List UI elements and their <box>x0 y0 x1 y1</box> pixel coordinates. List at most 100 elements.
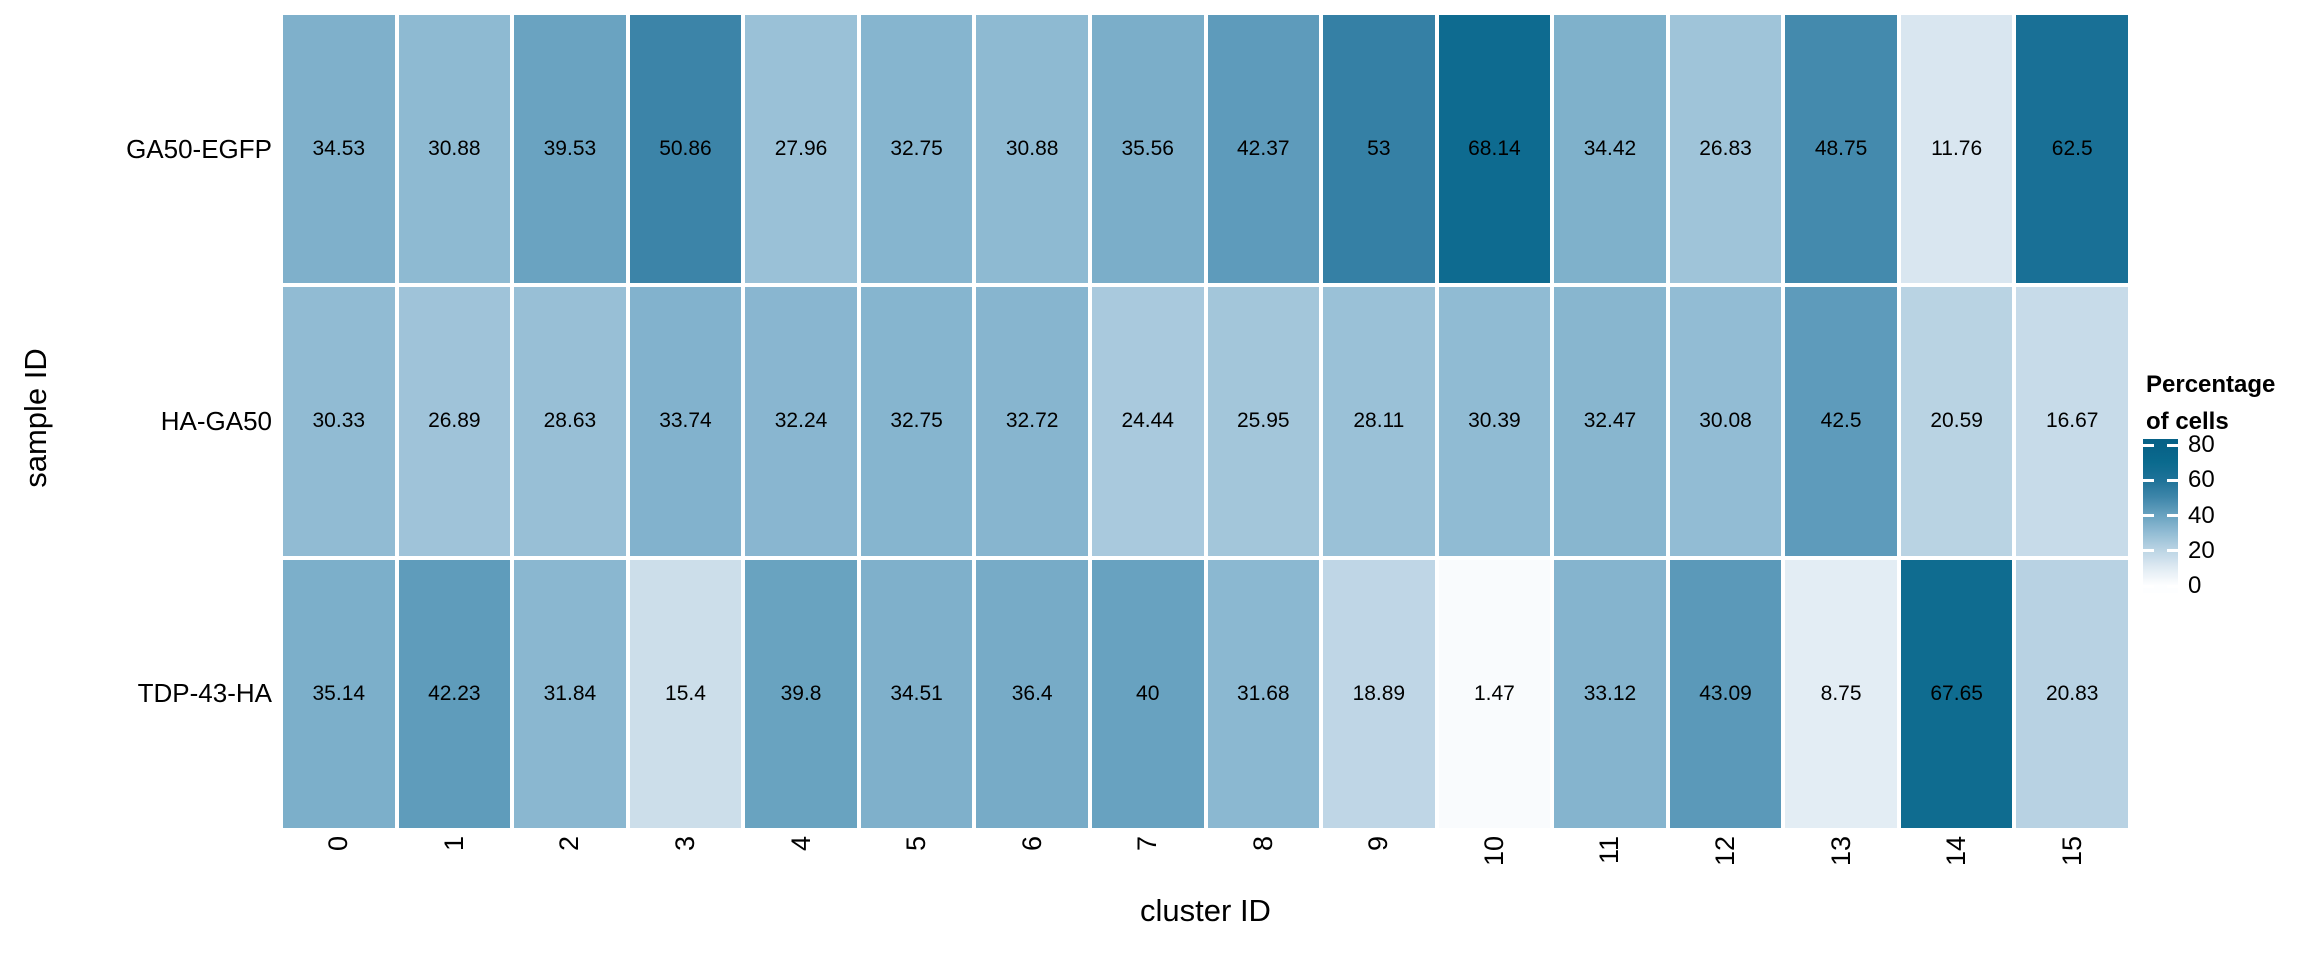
cell-value-label: 42.23 <box>428 681 481 705</box>
heatmap-cell: 33.74 <box>629 287 742 556</box>
cell-value-label: 33.12 <box>1583 681 1637 705</box>
x-tick-label: 7 <box>1092 836 1204 926</box>
x-tick-label: 15 <box>2016 836 2128 926</box>
heatmap-cell: 1.47 <box>1438 559 1551 828</box>
heatmap-cell: 34.53 <box>283 15 395 284</box>
x-tick-label: 11 <box>1554 836 1666 926</box>
x-tick-label: 3 <box>630 836 742 926</box>
cell-value-label: 32.47 <box>1583 409 1637 433</box>
x-tick-label-text: 2 <box>554 836 585 852</box>
heatmap-cell: 62.5 <box>2016 15 2128 284</box>
heatmap-cell: 30.33 <box>283 287 395 556</box>
cell-value-label: 32.72 <box>1005 409 1059 433</box>
cell-value-label: 11.76 <box>1931 137 1983 161</box>
x-tick-label: 0 <box>283 836 395 926</box>
cell-value-label: 16.67 <box>2045 409 2099 433</box>
cell-value-label: 42.37 <box>1237 137 1290 161</box>
heatmap-cell: 28.63 <box>514 287 626 556</box>
heatmap-cell: 40 <box>1091 559 1204 828</box>
heatmap-cell: 35.56 <box>1091 15 1204 284</box>
legend-tick-mark <box>2167 443 2178 447</box>
legend-tick-mark <box>2143 549 2154 553</box>
cell-value-label: 62.5 <box>2051 137 2093 161</box>
x-tick-label-text: 13 <box>1825 836 1856 867</box>
legend-tick-mark <box>2143 478 2154 482</box>
x-tick-label-text: 8 <box>1247 836 1278 852</box>
x-tick-label: 12 <box>1670 836 1782 926</box>
heatmap-cell: 30.88 <box>976 15 1088 284</box>
x-axis-title: cluster ID <box>1140 893 1271 928</box>
heatmap-cell: 34.42 <box>1554 15 1666 284</box>
cell-value-label: 34.51 <box>890 681 943 705</box>
cell-value-label: 15.4 <box>665 681 706 705</box>
heatmap-cell: 33.12 <box>1554 559 1666 828</box>
x-tick-label-text: 0 <box>323 836 354 852</box>
x-tick-label-text: 10 <box>1478 836 1509 867</box>
heatmap-cell: 35.14 <box>283 559 395 828</box>
heatmap-cell: 30.08 <box>1669 287 1782 556</box>
legend-tick-mark <box>2167 478 2178 482</box>
legend-tick-mark <box>2143 443 2154 447</box>
x-tick-label: 4 <box>745 836 857 926</box>
heatmap-cell: 36.4 <box>976 559 1088 828</box>
x-tick-label: 1 <box>399 836 511 926</box>
cell-value-label: 32.75 <box>890 409 943 433</box>
heatmap-cell: 16.67 <box>2016 287 2128 556</box>
cell-value-label: 31.84 <box>543 681 597 705</box>
heatmap-cell: 24.44 <box>1091 287 1204 556</box>
heatmap-cell: 32.24 <box>745 287 857 556</box>
legend-tick-mark <box>2143 584 2154 588</box>
heatmap-cell: 42.23 <box>398 559 511 828</box>
cell-value-label: 30.88 <box>428 137 481 161</box>
heatmap-cell: 42.37 <box>1207 15 1320 284</box>
cell-value-label: 68.14 <box>1468 137 1521 161</box>
heatmap-cell: 32.47 <box>1554 287 1666 556</box>
cell-value-label: 31.68 <box>1237 681 1290 705</box>
cell-value-label: 53 <box>1367 137 1391 161</box>
y-tick-label: GA50-EGFP <box>126 133 272 164</box>
heatmap-cell: 20.59 <box>1900 287 2013 556</box>
heatmap-cell: 42.5 <box>1785 287 1897 556</box>
cell-value-label: 28.11 <box>1353 409 1405 433</box>
cell-value-label: 40 <box>1136 681 1160 705</box>
cell-value-label: 30.39 <box>1468 409 1521 433</box>
heatmap-cell: 32.72 <box>976 287 1088 556</box>
cell-value-label: 34.53 <box>312 137 366 161</box>
cell-value-label: 50.86 <box>659 137 712 161</box>
x-tick-label-text: 7 <box>1132 836 1163 852</box>
heatmap-cell: 26.83 <box>1669 15 1782 284</box>
x-tick-label: 8 <box>1208 836 1320 926</box>
x-tick-label: 13 <box>1785 836 1897 926</box>
heatmap-cell: 28.11 <box>1323 287 1435 556</box>
legend-tick-mark <box>2167 584 2178 588</box>
heatmap-cell: 32.75 <box>860 287 973 556</box>
legend-tick-mark <box>2167 514 2178 517</box>
cell-value-label: 35.56 <box>1121 137 1174 161</box>
cell-value-label: 27.96 <box>774 137 828 161</box>
heatmap-cell: 30.88 <box>398 15 511 284</box>
cell-value-label: 20.59 <box>1930 409 1983 433</box>
x-tick-label-text: 1 <box>438 836 469 852</box>
x-tick-label-text: 11 <box>1594 836 1625 865</box>
x-tick-label-text: 5 <box>901 836 932 852</box>
heatmap-cell: 31.68 <box>1207 559 1320 828</box>
cell-value-label: 48.75 <box>1814 137 1868 161</box>
legend-tick-mark <box>2167 549 2178 553</box>
heatmap-cell: 32.75 <box>860 15 973 284</box>
cell-value-label: 24.44 <box>1121 409 1174 433</box>
cell-value-label: 32.24 <box>774 409 828 433</box>
heatmap-cell: 11.76 <box>1900 15 2013 284</box>
heatmap-cell: 50.86 <box>629 15 742 284</box>
heatmap-cell: 20.83 <box>2016 559 2128 828</box>
cell-value-label: 39.53 <box>543 137 597 161</box>
x-tick-label-text: 3 <box>669 836 700 852</box>
heatmap-cell: 53 <box>1323 15 1435 284</box>
x-tick-label-text: 6 <box>1016 836 1047 852</box>
heatmap-cell: 26.89 <box>398 287 511 556</box>
cell-value-label: 33.74 <box>659 409 712 433</box>
x-tick-label: 10 <box>1439 836 1551 926</box>
x-tick-label-text: 4 <box>785 836 816 852</box>
x-tick-label: 6 <box>976 836 1088 926</box>
x-tick-label-text: 14 <box>1941 836 1972 867</box>
